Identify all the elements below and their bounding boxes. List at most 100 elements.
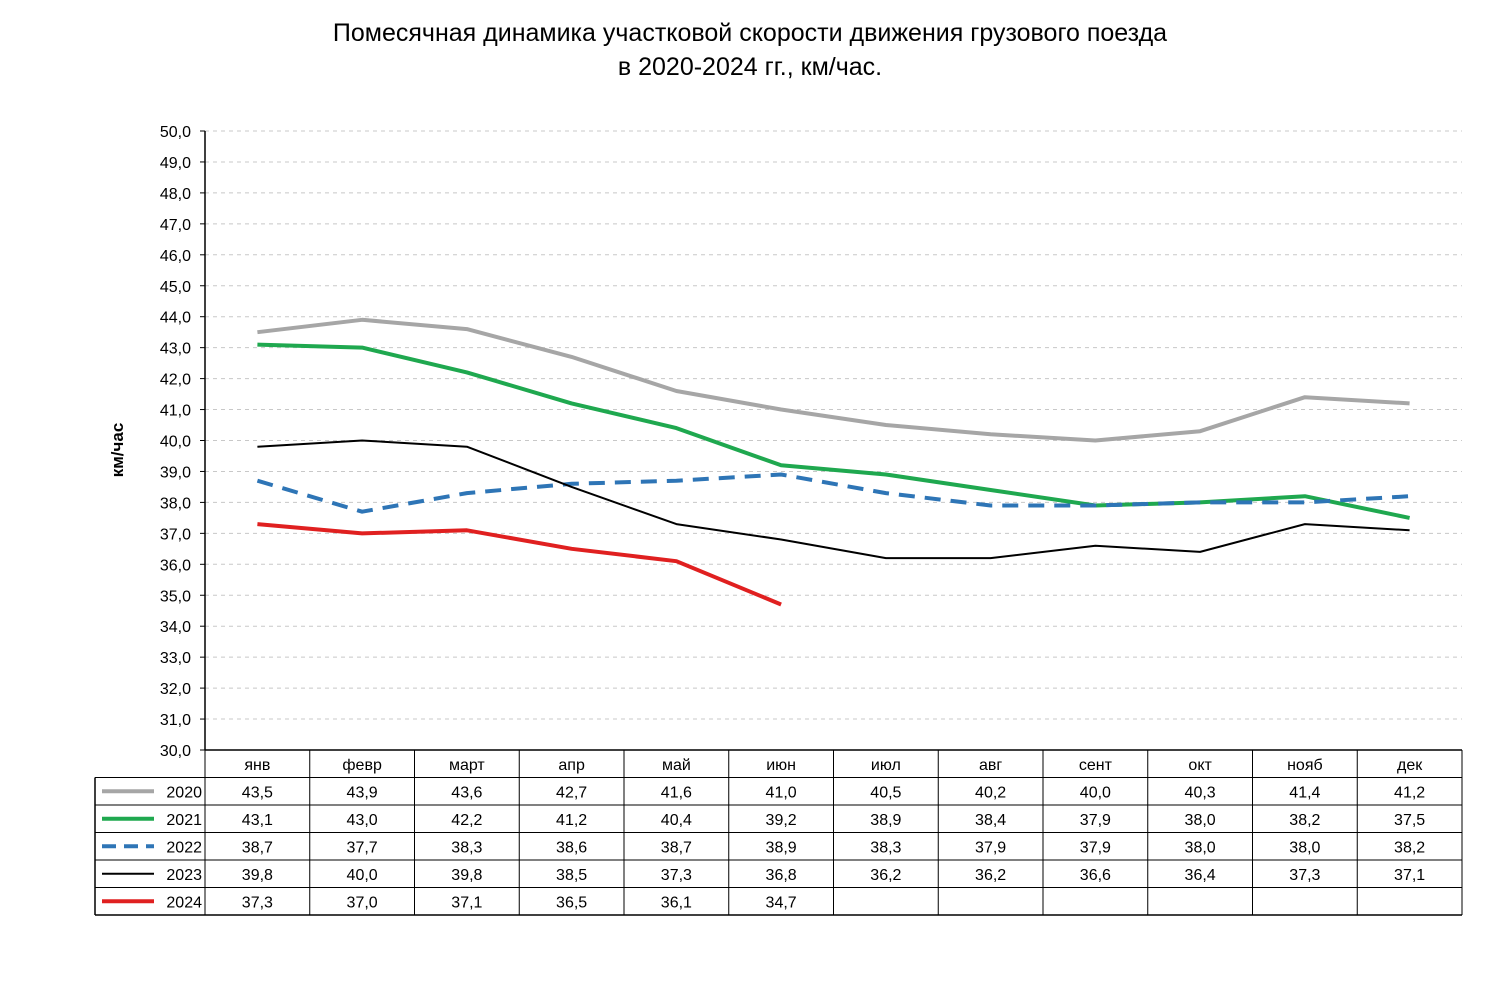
data-label: 36,4 [1185, 867, 1216, 884]
data-label: 36,2 [975, 867, 1006, 884]
y-tick-label: 33,0 [160, 650, 191, 667]
category-label: февр [342, 757, 382, 774]
data-label: 38,3 [870, 839, 901, 856]
data-label: 38,6 [556, 839, 587, 856]
y-tick-label: 35,0 [160, 588, 191, 605]
category-label: окт [1188, 757, 1212, 774]
data-label: 43,6 [451, 784, 482, 801]
data-label: 38,0 [1185, 839, 1216, 856]
data-label: 38,9 [870, 812, 901, 829]
y-tick-label: 48,0 [160, 186, 191, 203]
data-label: 38,7 [661, 839, 692, 856]
data-label: 36,8 [766, 867, 797, 884]
y-tick-label: 47,0 [160, 217, 191, 234]
legend-label-2021: 2021 [166, 812, 202, 829]
series-line-2021 [257, 342, 1411, 520]
y-tick-label: 31,0 [160, 712, 191, 729]
chart-title-line2: в 2020-2024 гг., км/час. [617, 53, 883, 81]
data-label: 38,2 [1289, 812, 1320, 829]
category-label: май [662, 757, 691, 774]
y-tick-label: 39,0 [160, 464, 191, 481]
y-tick-label: 41,0 [160, 403, 191, 420]
data-label: 37,3 [1289, 867, 1320, 884]
data-label: 37,3 [661, 867, 692, 884]
series-line-2020 [257, 317, 1410, 443]
data-label: 39,8 [242, 867, 273, 884]
data-label: 43,5 [242, 784, 273, 801]
data-label: 41,2 [1394, 784, 1425, 801]
legend-label-2023: 2023 [166, 867, 202, 884]
chart-title-line1: Помесячная динамика участковой скорости … [332, 19, 1168, 47]
data-label: 42,2 [451, 812, 482, 829]
data-label: 38,7 [242, 839, 273, 856]
data-label: 37,1 [451, 894, 482, 911]
category-label: апр [558, 757, 585, 774]
category-label: июн [766, 757, 796, 774]
y-tick-label: 44,0 [160, 310, 191, 327]
y-tick-label: 42,0 [160, 372, 191, 389]
y-tick-label: 40,0 [160, 434, 191, 451]
data-label: 40,4 [661, 812, 692, 829]
category-label: сент [1079, 757, 1113, 774]
data-label: 37,9 [1080, 812, 1111, 829]
series-line-2022 [256, 472, 1410, 514]
y-tick-label: 37,0 [160, 526, 191, 543]
data-label: 37,9 [1080, 839, 1111, 856]
data-label: 40,0 [347, 867, 378, 884]
data-label: 38,4 [975, 812, 1006, 829]
legend-label-2022: 2022 [166, 839, 202, 856]
data-label: 37,7 [347, 839, 378, 856]
data-label: 41,6 [661, 784, 692, 801]
data-label: 37,5 [1394, 812, 1425, 829]
data-label: 38,0 [1289, 839, 1320, 856]
series-line-2023 [257, 439, 1410, 560]
category-label: авг [979, 757, 1002, 774]
data-label: 38,9 [766, 839, 797, 856]
data-label: 39,8 [451, 867, 482, 884]
data-label: 37,1 [1394, 867, 1425, 884]
chart-title: Помесячная динамика участковой скорости … [0, 16, 1500, 84]
series-line-2024 [257, 522, 782, 607]
y-tick-label: 32,0 [160, 681, 191, 698]
data-label: 41,2 [556, 812, 587, 829]
y-tick-label: 46,0 [160, 248, 191, 265]
data-label: 38,3 [451, 839, 482, 856]
data-label: 41,0 [766, 784, 797, 801]
category-label: янв [244, 757, 270, 774]
data-label: 41,4 [1289, 784, 1320, 801]
data-label: 40,2 [975, 784, 1006, 801]
data-label: 36,2 [870, 867, 901, 884]
data-label: 43,0 [347, 812, 378, 829]
data-label: 34,7 [766, 894, 797, 911]
category-label: март [449, 757, 485, 774]
data-label: 40,3 [1185, 784, 1216, 801]
legend-label-2020: 2020 [166, 784, 202, 801]
data-label: 38,2 [1394, 839, 1425, 856]
data-label: 40,5 [870, 784, 901, 801]
y-tick-label: 34,0 [160, 619, 191, 636]
data-label: 38,5 [556, 867, 587, 884]
y-tick-label: 30,0 [160, 743, 191, 760]
data-label: 43,1 [242, 812, 273, 829]
y-tick-label: 49,0 [160, 155, 191, 172]
data-label: 36,6 [1080, 867, 1111, 884]
data-label: 39,2 [766, 812, 797, 829]
data-label: 38,0 [1185, 812, 1216, 829]
y-tick-label: 36,0 [160, 557, 191, 574]
data-label: 36,1 [661, 894, 692, 911]
y-tick-label: 45,0 [160, 279, 191, 296]
data-label: 37,3 [242, 894, 273, 911]
data-label: 37,9 [975, 839, 1006, 856]
category-label: дек [1397, 757, 1423, 774]
y-tick-label: 43,0 [160, 341, 191, 358]
data-label: 37,0 [347, 894, 378, 911]
data-label: 36,5 [556, 894, 587, 911]
category-label: июл [871, 757, 901, 774]
y-tick-label: 50,0 [160, 124, 191, 141]
category-label: нояб [1287, 757, 1323, 774]
data-label: 42,7 [556, 784, 587, 801]
data-label: 40,0 [1080, 784, 1111, 801]
legend-label-2024: 2024 [166, 894, 202, 911]
y-tick-label: 38,0 [160, 495, 191, 512]
